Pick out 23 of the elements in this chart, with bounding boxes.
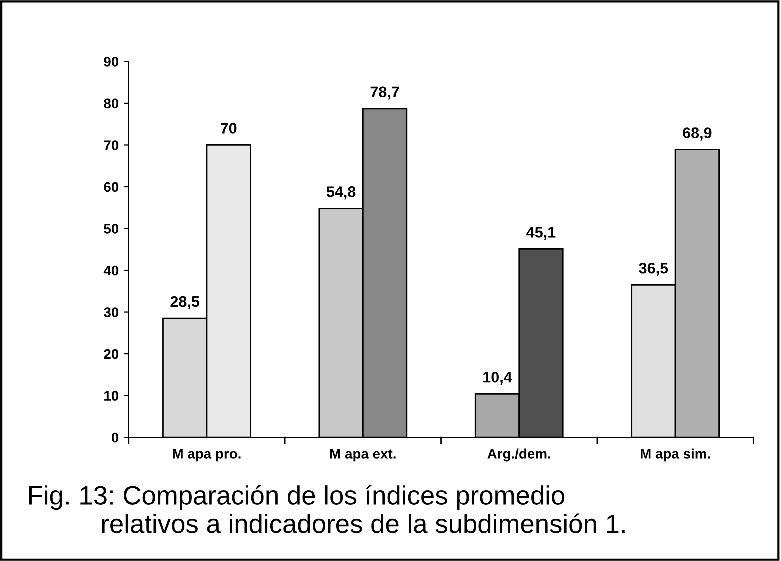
y-tick-label: 20 (104, 349, 119, 360)
y-tick-label: 0 (112, 432, 119, 443)
y-tick-label: 60 (104, 182, 119, 192)
data-label: 36,5 (639, 262, 668, 276)
y-tick-label: 70 (104, 140, 119, 150)
x-tick-label: M apa pro. (173, 449, 241, 462)
data-label: 54,8 (326, 186, 356, 200)
data-label: 45,1 (526, 227, 556, 240)
data-label: 70 (220, 123, 237, 134)
data-label: 68,9 (683, 128, 712, 141)
data-label: 78,7 (370, 86, 400, 100)
x-tick-label: Arg./dem. (488, 448, 550, 462)
caption: Fig. 13: Comparación de los índices promedio relativos a indicadores de la subdimensión 1. (30, 485, 625, 534)
data-label: 10,4 (484, 372, 512, 386)
y-tick-label: 50 (104, 224, 119, 234)
data-label: 28,5 (170, 296, 200, 310)
y-tick-label: 90 (104, 57, 119, 67)
y-tick-label: 10 (104, 391, 119, 401)
x-tick-label: M apa sim. (640, 448, 710, 462)
y-tick-label: 80 (104, 98, 119, 109)
x-tick-label: M apa ext. (330, 449, 396, 462)
y-tick-label: 40 (104, 266, 119, 276)
y-tick-label: 30 (104, 308, 119, 318)
